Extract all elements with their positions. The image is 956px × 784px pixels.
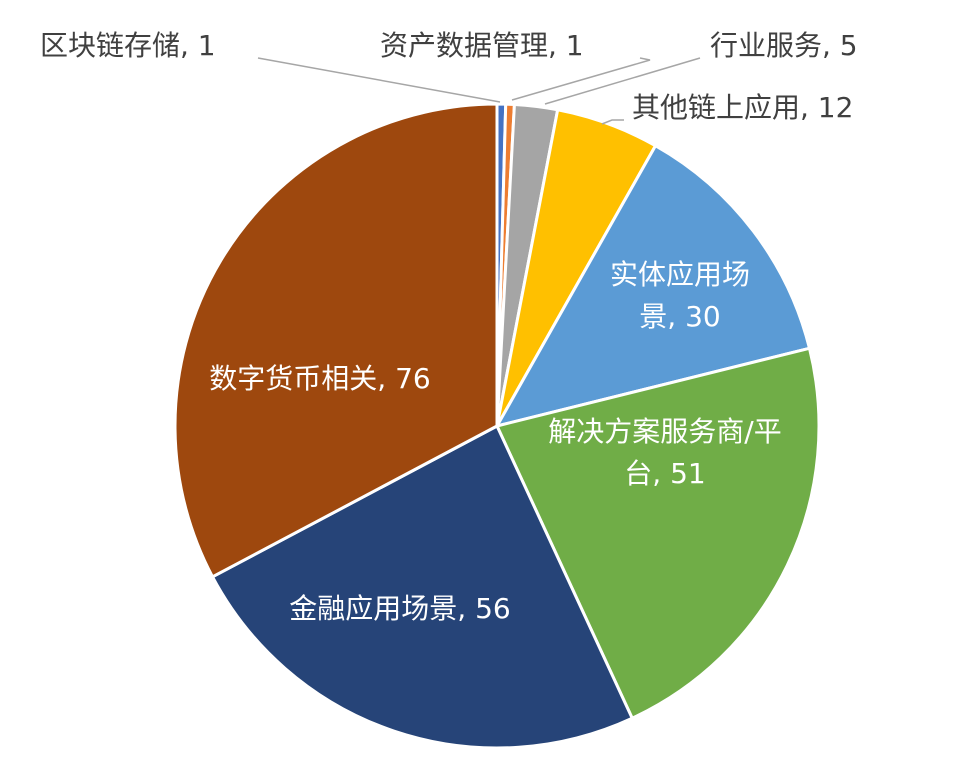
pie-slice-solution-platform <box>495 346 821 720</box>
pie-slices <box>173 102 821 750</box>
slice-label-physical-app: 实体应用场景, 30 <box>610 258 750 333</box>
slice-label-solution-platform: 解决方案服务商/平台, 51 <box>548 415 781 490</box>
slice-label-block-storage: 区块链存储, 1 <box>40 29 216 62</box>
slice-label-industry-service: 行业服务, 5 <box>710 29 858 62</box>
slice-label-asset-data: 资产数据管理, 1 <box>380 29 584 62</box>
leader-line-asset-data <box>511 57 651 101</box>
slice-label-digital-currency: 数字货币相关, 76 <box>209 362 430 395</box>
leader-line-block-storage <box>257 57 501 103</box>
pie-slice-physical-app <box>495 144 811 428</box>
slice-label-other-onchain: 其他链上应用, 12 <box>632 91 853 124</box>
leader-line-other-onchain <box>601 119 624 125</box>
slice-labels: 区块链存储, 1 资产数据管理, 1 行业服务, 5 其他链上应用, 12 实体应用场景… <box>40 29 858 625</box>
pie-slice-digital-currency <box>173 102 499 579</box>
pie-slice-finance-app <box>211 424 634 750</box>
leader-line-industry-service <box>544 57 701 105</box>
slice-label-finance-app: 金融应用场景, 56 <box>289 592 510 625</box>
leader-lines <box>257 57 701 125</box>
